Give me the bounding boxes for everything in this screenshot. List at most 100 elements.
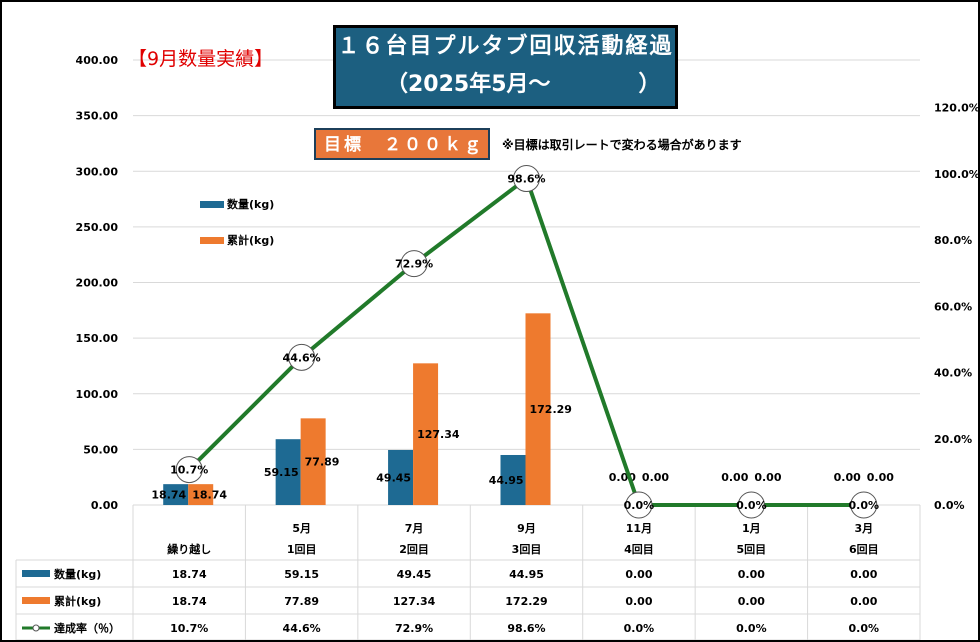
bar-quantity — [163, 484, 189, 505]
category-month: 7月 — [405, 522, 424, 535]
y-left-tick: 350.00 — [76, 110, 119, 123]
table-legend-swatch — [22, 597, 50, 604]
table-cell: 0.0% — [624, 622, 655, 635]
table-cell: 127.34 — [393, 595, 436, 608]
target-note: ※目標は取引レートで変わる場合があります — [502, 138, 742, 152]
category-round: 2回目 — [399, 542, 429, 556]
table-cell: 0.00 — [625, 568, 652, 581]
category-round: 6回目 — [849, 542, 879, 556]
line-point-label: 0.0% — [736, 499, 767, 512]
line-point — [625, 491, 653, 519]
table-cell: 59.15 — [284, 568, 319, 581]
month-label: 【9月数量実績】 — [128, 48, 274, 70]
y-left-tick: 300.00 — [76, 165, 119, 178]
bar-cumulative-label: 172.29 — [530, 403, 572, 416]
bar-cumulative — [188, 484, 214, 505]
y-right-tick: 60.0% — [934, 300, 972, 313]
bar-cumulative-label: 0.00 — [642, 471, 669, 484]
table-cell: 172.29 — [505, 595, 547, 608]
bar-cumulative — [300, 418, 326, 505]
bar-cumulative — [525, 313, 551, 505]
title-box: １６台目プルタブ回収活動経過 （2025年5月～ ） — [333, 25, 678, 109]
y-right-tick: 40.0% — [934, 367, 972, 380]
legend-swatch — [200, 201, 224, 208]
bar-quantity — [500, 454, 526, 505]
table-cell: 44.6% — [283, 622, 321, 635]
line-point — [175, 456, 203, 484]
legend-swatch — [200, 237, 224, 244]
table-cell: 0.0% — [736, 622, 767, 635]
table-cell: 72.9% — [395, 622, 433, 635]
y-left-tick: 0.00 — [91, 499, 118, 512]
table-cell: 18.74 — [172, 568, 207, 581]
category-month: 11月 — [626, 522, 652, 535]
y-left-tick: 50.00 — [83, 443, 118, 456]
y-right-tick: 100.0% — [934, 168, 978, 181]
table-cell: 77.89 — [284, 595, 319, 608]
chart-subtitle: （2025年5月～ ） — [386, 72, 661, 97]
category-round: 5回目 — [737, 542, 767, 556]
table-cell: 18.74 — [172, 595, 207, 608]
bar-cumulative — [413, 363, 439, 505]
bar-cumulative-label: 77.89 — [305, 456, 340, 469]
y-right-tick: 20.0% — [934, 433, 972, 446]
table-cell: 44.95 — [509, 568, 544, 581]
bar-quantity — [275, 439, 301, 505]
y-left-tick: 200.00 — [76, 277, 119, 290]
table-legend-swatch — [22, 570, 50, 577]
bar-quantity-label: 44.95 — [489, 474, 524, 487]
bar-quantity-label: 59.15 — [264, 466, 299, 479]
table-cell: 49.45 — [397, 568, 432, 581]
line-point — [513, 165, 540, 193]
bar-cumulative-label: 0.00 — [867, 471, 894, 484]
table-legend-marker — [32, 624, 40, 632]
line-point-label: 44.6% — [283, 351, 321, 364]
bar-cumulative-label: 127.34 — [417, 428, 460, 441]
y-left-tick: 100.00 — [76, 388, 119, 401]
category-month: 5月 — [292, 522, 311, 535]
y-right-tick: 120.0% — [934, 102, 978, 115]
bar-quantity-label: 49.45 — [376, 471, 411, 484]
target-badge: 目標 ２００ｋｇ — [314, 128, 490, 160]
table-cell: 0.00 — [738, 568, 765, 581]
y-left-tick: 400.00 — [76, 54, 119, 67]
table-cell: 0.0% — [849, 622, 880, 635]
y-left-tick: 150.00 — [76, 332, 119, 345]
category-round: 4回目 — [624, 542, 654, 556]
table-row-label: 数量(kg) — [54, 567, 101, 581]
table-row-label: 達成率（％） — [54, 621, 120, 635]
table-row-label: 累計(kg) — [54, 594, 101, 608]
line-point — [288, 343, 316, 371]
line-point-label: 72.9% — [395, 258, 433, 271]
table-cell: 10.7% — [170, 622, 208, 635]
line-point-label: 0.0% — [624, 499, 655, 512]
table-cell: 0.00 — [738, 595, 765, 608]
line-point-label: 10.7% — [170, 464, 208, 477]
category-round: 繰り越し — [167, 542, 211, 556]
chart-title: １６台目プルタブ回収活動経過 — [337, 34, 674, 59]
category-round: 1回目 — [287, 542, 317, 556]
bar-quantity-label: 18.74 — [151, 489, 186, 502]
bar-cumulative-label: 0.00 — [754, 471, 781, 484]
line-point-label: 98.6% — [507, 173, 545, 186]
line-point-label: 0.0% — [849, 499, 880, 512]
bar-quantity-label: 0.00 — [834, 471, 861, 484]
bar-quantity-label: 0.00 — [721, 471, 748, 484]
table-cell: 0.00 — [625, 595, 652, 608]
legend-label: 数量(kg) — [227, 197, 274, 211]
table-cell: 98.6% — [507, 622, 545, 635]
table-cell: 0.00 — [850, 568, 877, 581]
bar-cumulative-label: 18.74 — [192, 489, 227, 502]
y-left-tick: 250.00 — [76, 221, 119, 234]
y-right-tick: 80.0% — [934, 234, 972, 247]
line-point — [850, 491, 878, 519]
category-round: 3回目 — [512, 542, 542, 556]
legend-label: 累計(kg) — [227, 233, 274, 247]
table-cell: 0.00 — [850, 595, 877, 608]
y-right-tick: 0.0% — [934, 499, 965, 512]
category-month: 1月 — [742, 522, 761, 535]
category-month: 3月 — [854, 522, 873, 535]
bar-quantity — [388, 449, 414, 505]
line-point — [737, 491, 765, 519]
